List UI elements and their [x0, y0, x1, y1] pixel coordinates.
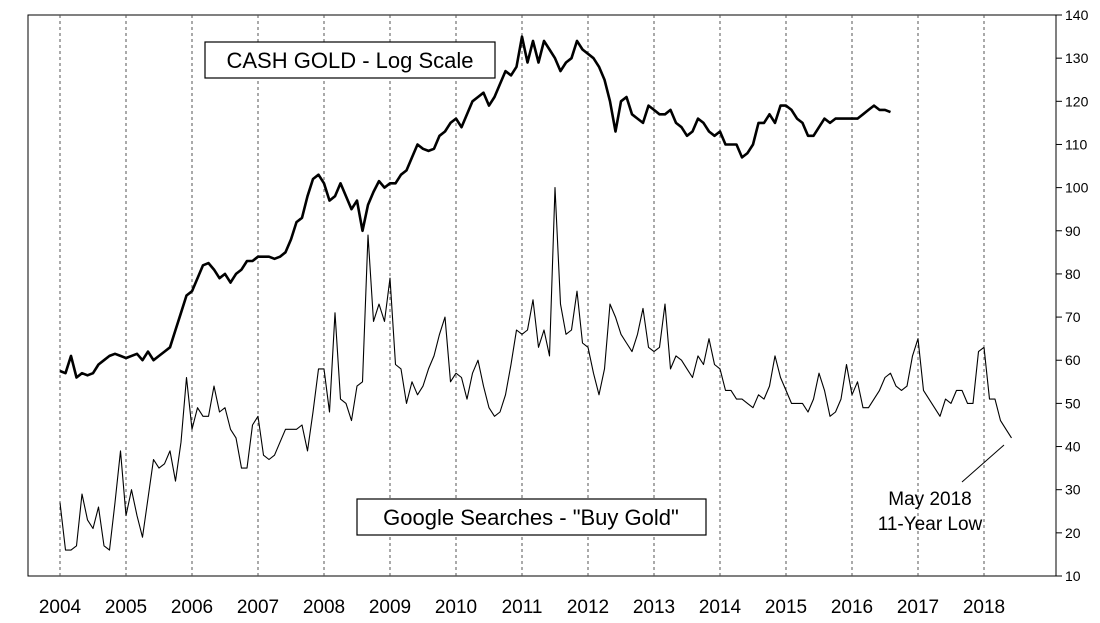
y-tick-label: 70 [1065, 309, 1081, 325]
x-tick-label: 2005 [105, 597, 147, 618]
gold-label-text: CASH GOLD - Log Scale [227, 48, 474, 73]
x-tick-label: 2015 [765, 597, 807, 618]
annotation-pointer-line [961, 444, 1005, 483]
y-tick-label: 90 [1065, 223, 1081, 239]
x-tick-label: 2010 [435, 597, 477, 618]
y-tick-label: 20 [1065, 525, 1081, 541]
x-tick-label: 2007 [237, 597, 279, 618]
annotation-text-line-1: May 2018 [888, 489, 971, 510]
plot-frame [27, 14, 1057, 577]
searches-label-box: Google Searches - "Buy Gold" [356, 498, 707, 536]
x-tick-label: 2011 [502, 597, 543, 618]
y-axis-ticks: 10 20 30 40 50 60 70 80 90 100 110 120 130 140 [1056, 7, 1089, 584]
gold-label-box: CASH GOLD - Log Scale [204, 41, 496, 79]
y-tick-label: 40 [1065, 439, 1081, 455]
annotation-text-line-2: 11-Year Low [878, 514, 983, 535]
y-tick-label: 30 [1065, 482, 1081, 498]
y-tick-label: 10 [1065, 568, 1081, 584]
y-tick-label: 80 [1065, 266, 1081, 282]
searches-label-text: Google Searches - "Buy Gold" [383, 505, 679, 530]
series-line-gold [59, 35, 891, 379]
y-tick-label: 100 [1065, 180, 1089, 196]
x-tick-label: 2018 [963, 597, 1005, 618]
y-tick-label: 120 [1065, 93, 1089, 109]
y-tick-label: 50 [1065, 395, 1081, 411]
x-tick-label: 2017 [897, 597, 939, 618]
y-tick-label: 130 [1065, 50, 1089, 66]
series-line-searches [59, 187, 1012, 551]
y-tick-label: 110 [1065, 136, 1088, 152]
x-tick-label: 2009 [369, 597, 411, 618]
x-tick-label: 2013 [633, 597, 675, 618]
x-tick-label: 2016 [831, 597, 873, 618]
x-tick-label: 2008 [303, 597, 345, 618]
y-tick-label: 140 [1065, 7, 1089, 23]
x-tick-label: 2006 [171, 597, 213, 618]
x-tick-label: 2012 [567, 597, 609, 618]
x-axis-ticks: 2004 2005 2006 2007 2008 2009 2010 2011 2012 2013… [39, 597, 1005, 618]
x-tick-label: 2014 [699, 597, 742, 618]
low-annotation: May 2018 11-Year Low [878, 444, 1005, 535]
x-tick-label: 2004 [39, 597, 82, 618]
y-tick-label: 60 [1065, 352, 1081, 368]
